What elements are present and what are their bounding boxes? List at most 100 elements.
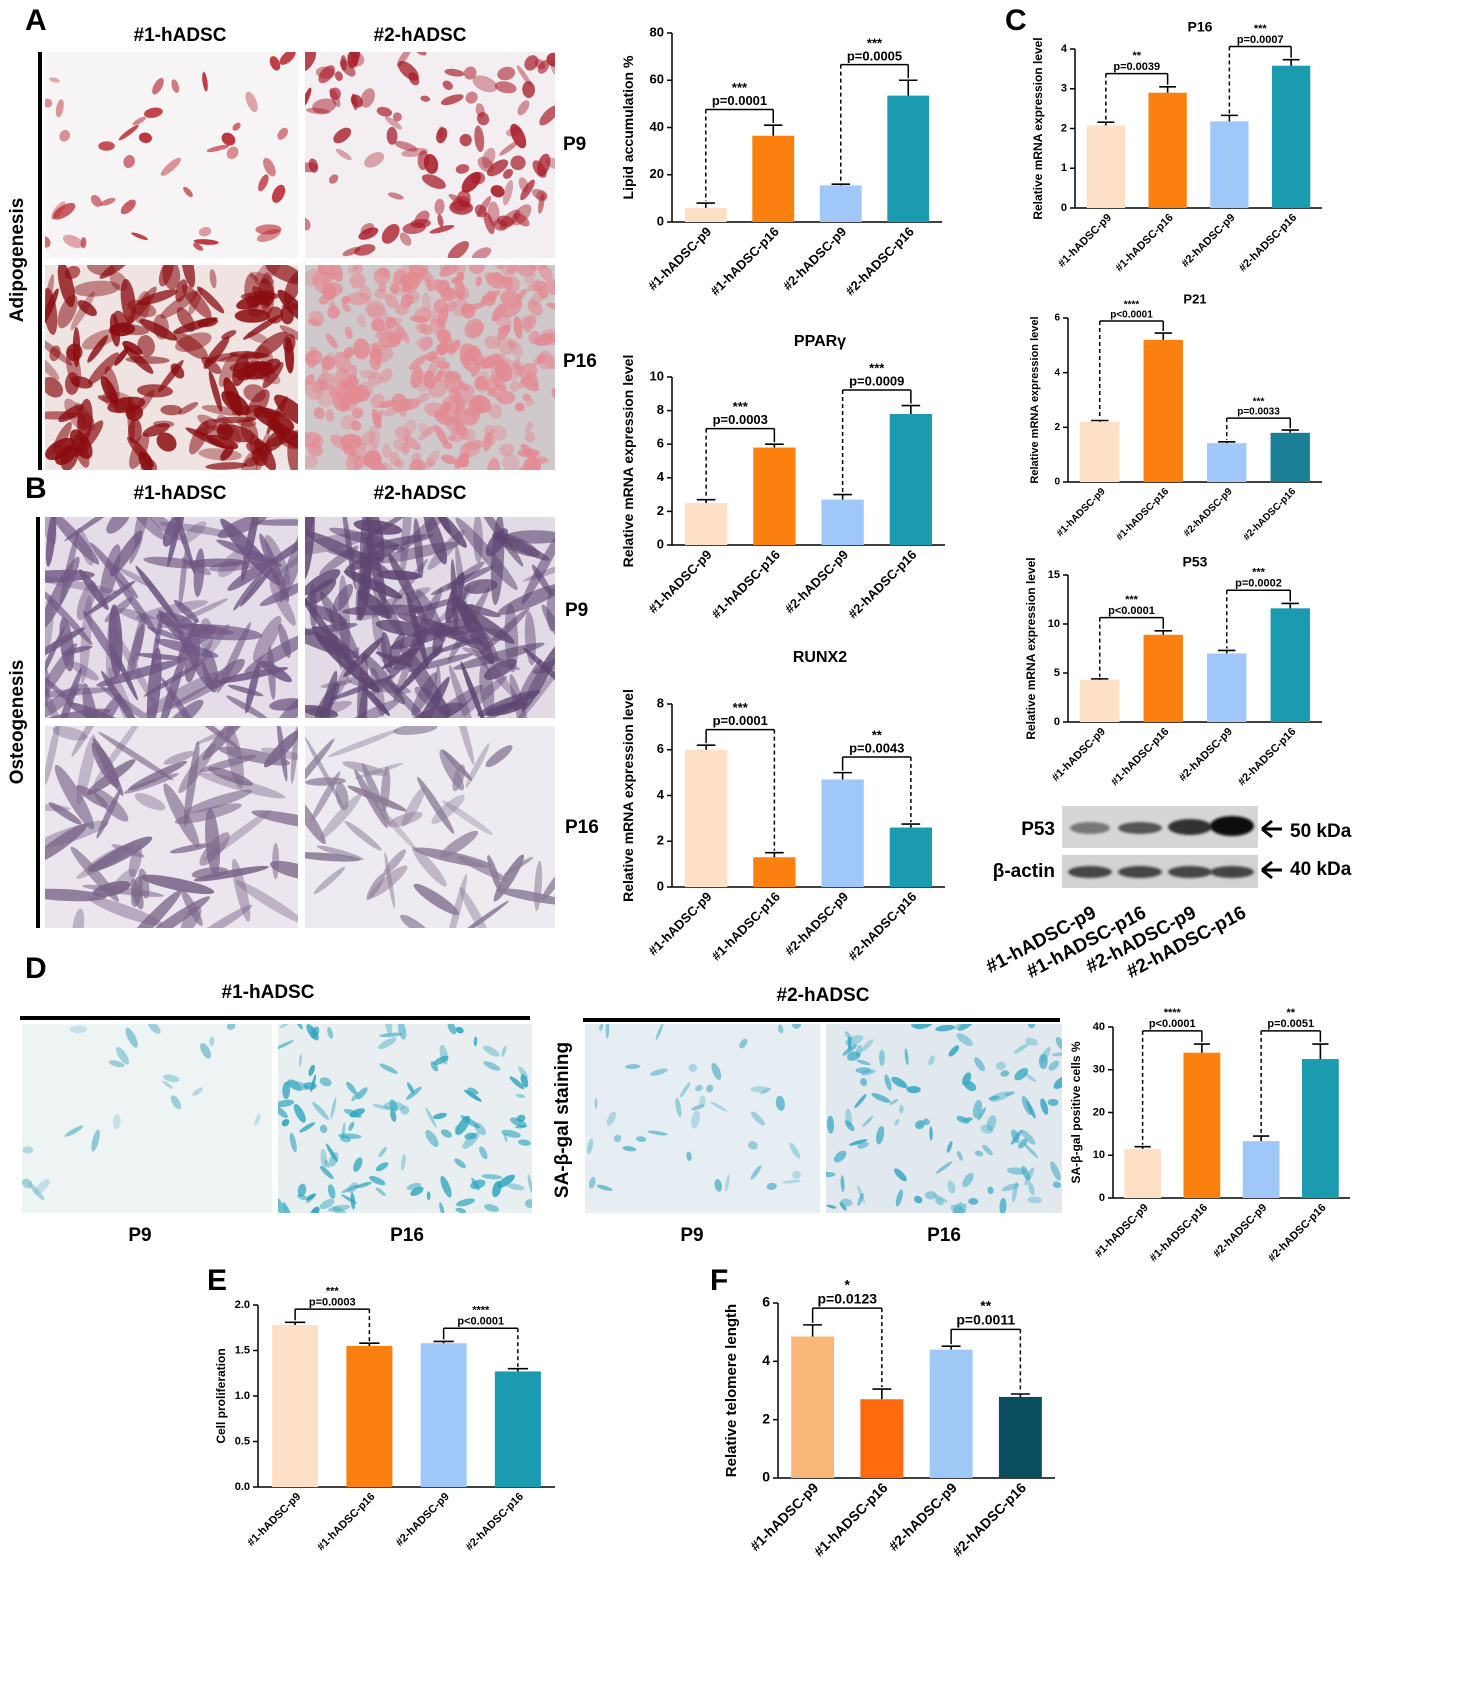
cell (408, 72, 420, 86)
bar (346, 1345, 393, 1487)
cell (197, 414, 224, 432)
cell (253, 615, 282, 663)
cell (928, 1055, 935, 1066)
cell (240, 291, 280, 301)
cell (209, 269, 217, 289)
cell (699, 1095, 706, 1107)
cell (269, 56, 281, 71)
x-tick-label: #1-hADSC-p9 (645, 547, 714, 616)
cell (775, 1095, 785, 1111)
cell (995, 1061, 1006, 1071)
cell (459, 133, 472, 147)
cell (1055, 1036, 1062, 1050)
cell (169, 843, 210, 854)
cell (355, 532, 374, 621)
arrow (1261, 819, 1282, 839)
cell (915, 1120, 925, 1130)
x-tick-label: #2-hADSC-p9 (782, 889, 851, 958)
cell (59, 129, 71, 142)
cell (587, 1138, 594, 1155)
cell (417, 776, 455, 834)
cell (353, 265, 363, 274)
cell (183, 624, 217, 648)
cell (193, 239, 219, 245)
cell (299, 1122, 316, 1133)
cell (45, 288, 59, 328)
cell (170, 1095, 182, 1110)
cell (974, 1057, 985, 1072)
cell (494, 81, 517, 94)
cell (507, 340, 518, 349)
cell (510, 1117, 527, 1128)
panel-letter: E (207, 1264, 227, 1297)
cell (378, 1146, 387, 1158)
cell (476, 112, 490, 126)
cell (389, 279, 406, 296)
cell (486, 290, 497, 303)
cell (132, 116, 146, 126)
cell (197, 286, 225, 314)
cell (341, 303, 352, 313)
cell (240, 568, 273, 607)
cell (470, 347, 485, 367)
cell (418, 424, 438, 441)
cell (156, 432, 177, 452)
cell (349, 273, 366, 289)
cell (378, 283, 387, 293)
side-bar (38, 52, 42, 470)
cell (344, 326, 353, 340)
bar (1210, 121, 1249, 208)
y-tick-label: 4 (657, 469, 665, 484)
cell (417, 423, 431, 435)
cell (527, 314, 537, 329)
x-tick-label: #1-hADSC-p9 (1093, 1202, 1151, 1260)
cell (279, 521, 298, 603)
y-tick-label: 4 (1054, 367, 1060, 378)
error-bar (1281, 429, 1299, 433)
cell (348, 1121, 355, 1132)
cell (532, 160, 547, 178)
cell (203, 809, 272, 861)
cell (766, 1182, 777, 1191)
cell (79, 595, 92, 684)
error-bar (833, 771, 852, 780)
cell (482, 147, 496, 169)
bar (791, 1336, 835, 1478)
cell (389, 616, 477, 650)
cell (45, 726, 61, 786)
cell (486, 457, 501, 470)
cell (432, 1112, 448, 1120)
bar (684, 503, 728, 545)
cell (126, 623, 145, 680)
y-tick-label: 6 (657, 741, 664, 756)
cell (406, 1182, 422, 1190)
cell (217, 414, 242, 444)
cell (22, 1178, 33, 1189)
cell (353, 1157, 363, 1172)
photo-bg (585, 1024, 820, 1213)
cell (539, 265, 553, 281)
cell (594, 1097, 598, 1110)
cell (410, 1186, 424, 1197)
chart-title: P21 (1183, 291, 1206, 306)
cell (439, 265, 452, 272)
error-bar (1154, 332, 1172, 340)
cell (269, 581, 296, 626)
cell (181, 284, 212, 319)
x-tick-label: #1-hADSC-p9 (1055, 486, 1108, 539)
error-bar (1010, 1393, 1030, 1397)
cell (710, 1101, 728, 1112)
cell (69, 661, 99, 681)
cell (28, 1182, 45, 1201)
cell (319, 793, 362, 840)
bar (753, 857, 796, 887)
cell (879, 1049, 885, 1067)
cell (464, 318, 484, 339)
cell (503, 856, 534, 876)
cell (488, 403, 503, 419)
cell (138, 132, 152, 144)
cell (373, 409, 384, 425)
cell (371, 611, 387, 664)
cell (748, 1141, 758, 1150)
y-axis-label: Relative mRNA expression level (620, 355, 636, 568)
